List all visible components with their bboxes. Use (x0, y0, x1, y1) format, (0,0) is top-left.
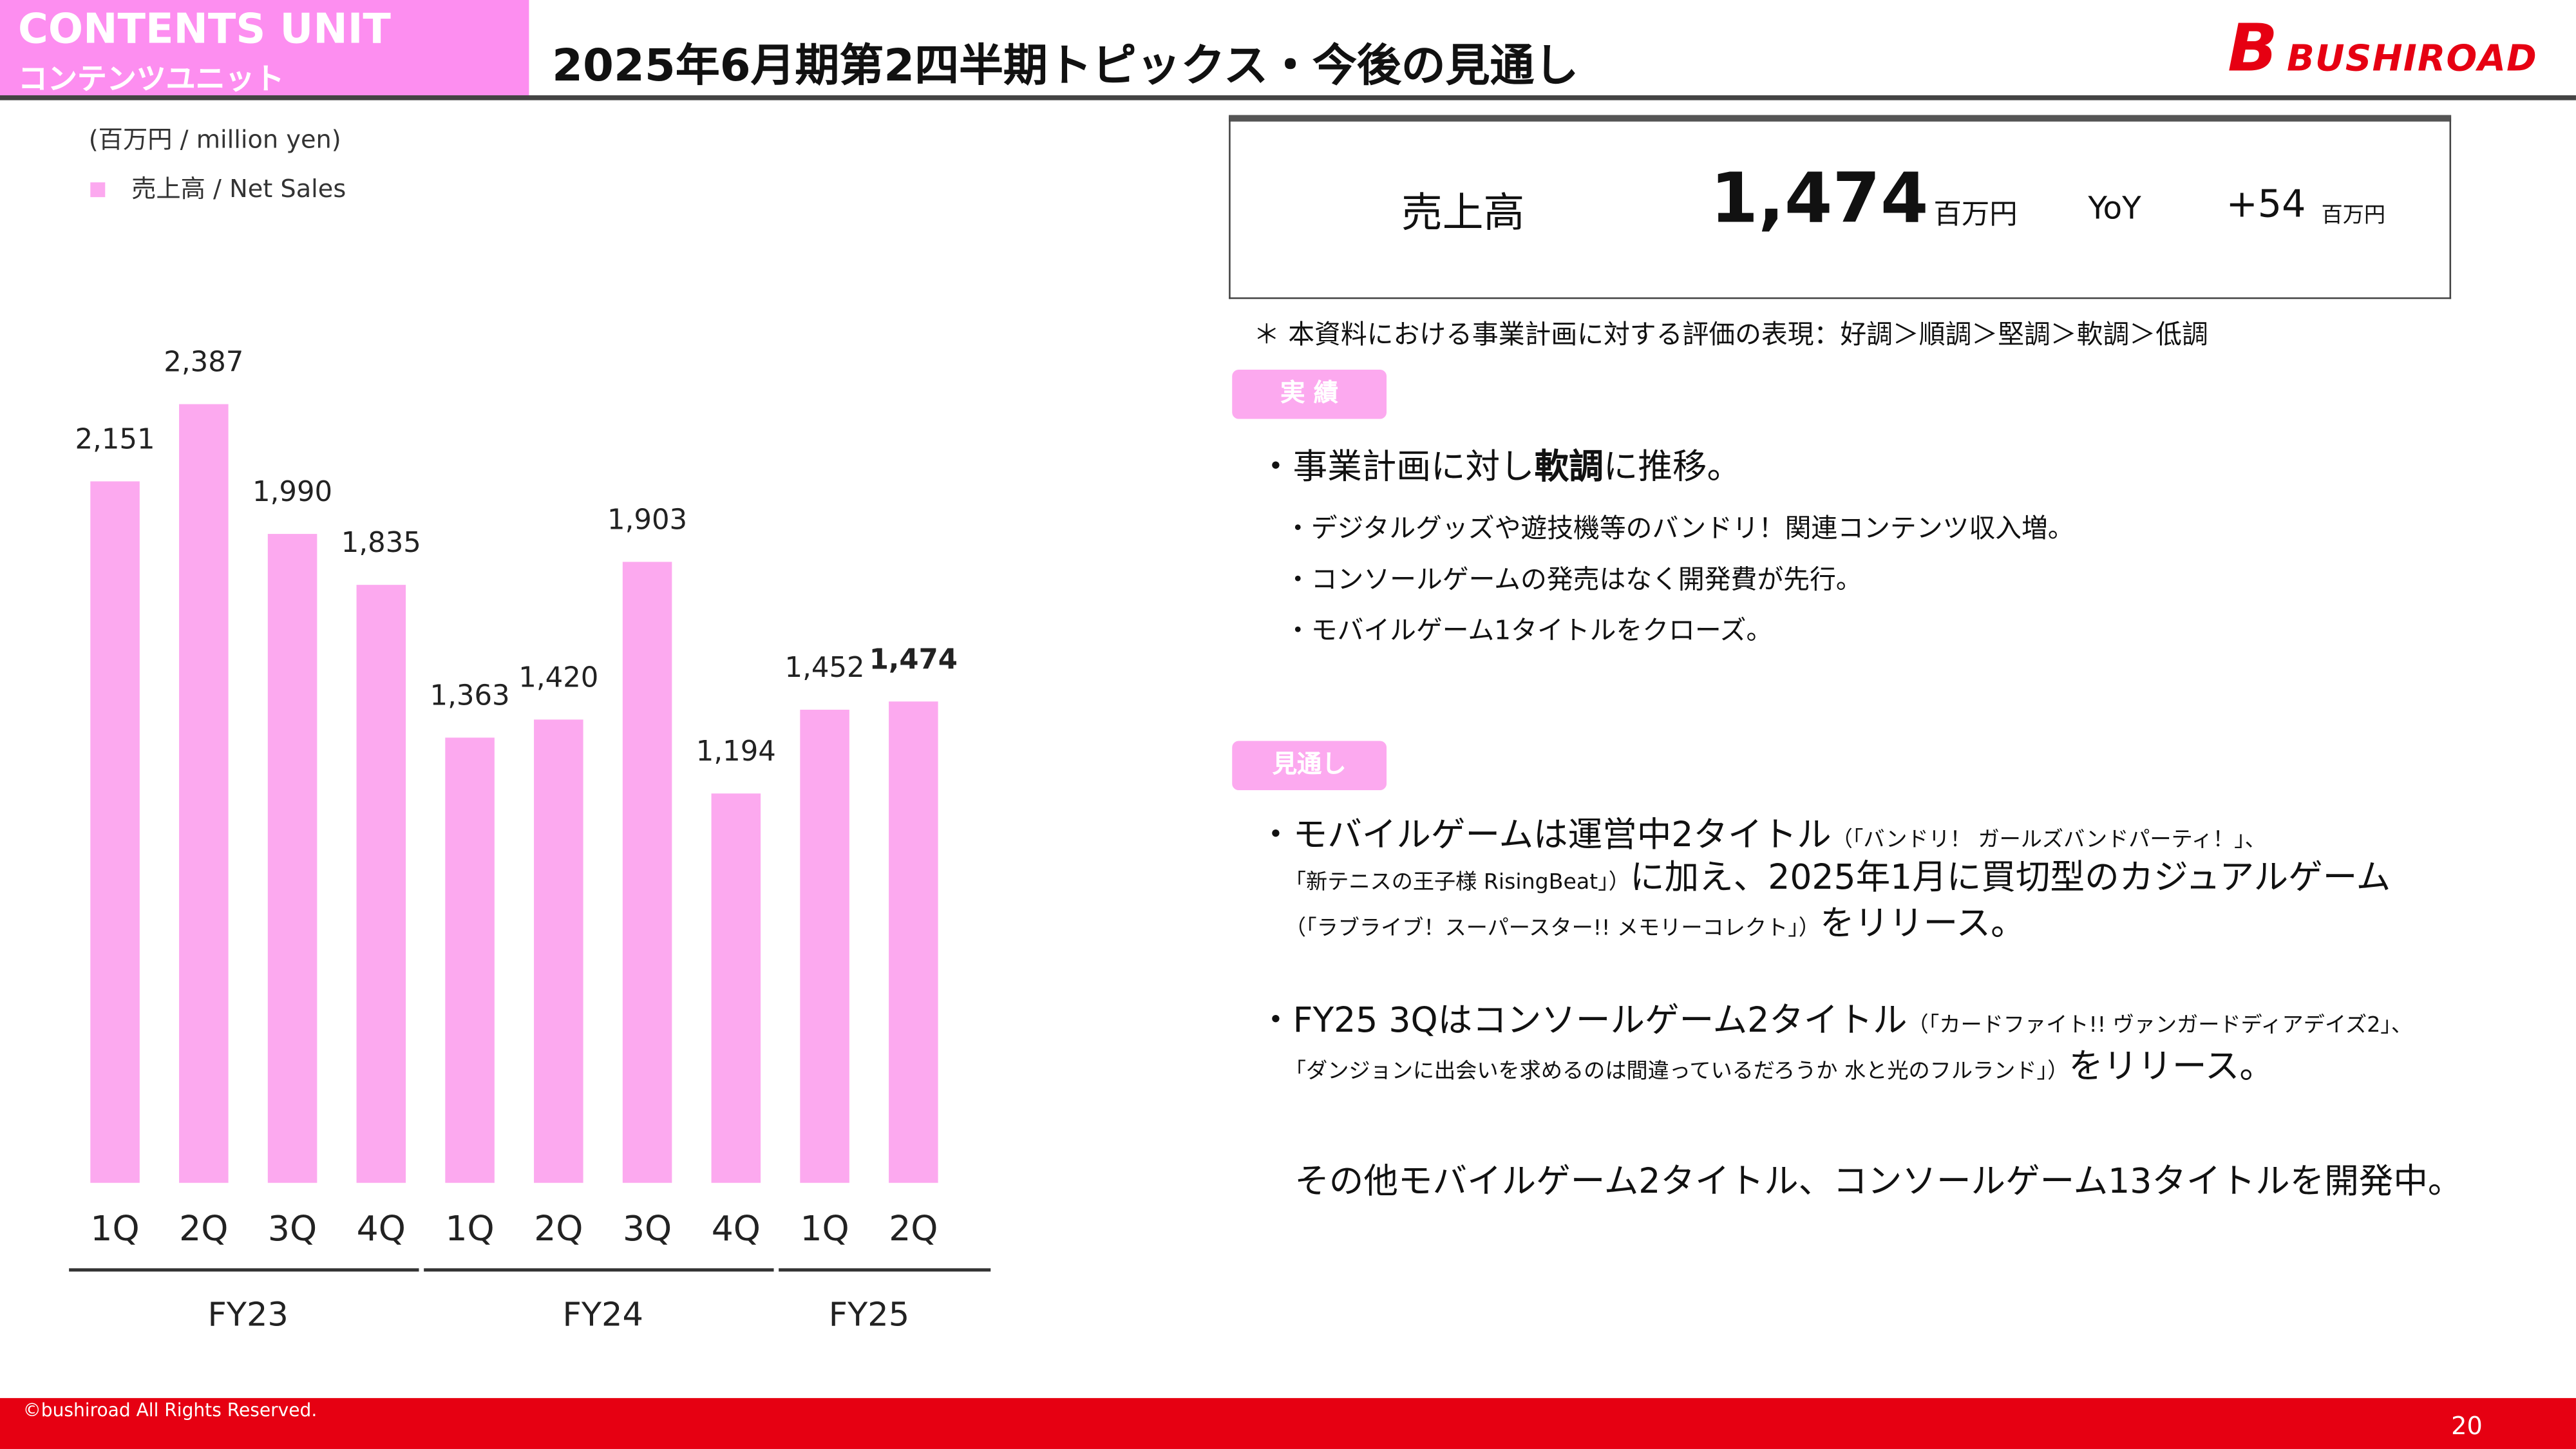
bar-9 (889, 702, 938, 1183)
results-main-emphasis: 軟調 (1534, 446, 1604, 487)
value-label: 1,194 (696, 735, 776, 769)
results-main-text-end: に推移。 (1603, 446, 1742, 487)
category-label: 1Q (90, 1209, 140, 1249)
value-label: 2,151 (75, 423, 155, 457)
value-label: 1,903 (607, 504, 688, 538)
results-tag: 実 績 (1232, 369, 1387, 419)
kpi-value: 1,474 (1710, 157, 1929, 238)
group-label: FY24 (562, 1294, 643, 1334)
category-label: 4Q (356, 1209, 406, 1249)
results-main-text: ・事業計画に対し (1258, 446, 1535, 487)
value-label: 1,420 (518, 662, 599, 696)
chart-unit-label: (百万円 / million yen) (88, 124, 341, 155)
category-label: 2Q (889, 1209, 938, 1249)
outlook-bullet-1: ・モバイルゲームは運営中2タイトル（「バンドリ！ ガールズバンドパーティ！」、 (1258, 808, 2266, 858)
outlook-bullet-3: その他モバイルゲーム2タイトル、コンソールゲーム13タイトルを開発中。 (1294, 1161, 2463, 1201)
net-sales-bar-chart: 2,151 1Q 2,387 2Q 1,990 3Q 1,835 4Q 1,363 1Q 1,420… (0, 247, 1150, 1364)
outlook-text: に加え、2025年1月に買切型のカジュアルゲーム (1629, 857, 2391, 897)
kpi-yoy-unit: 百万円 (2321, 204, 2386, 229)
value-label: 1,452 (784, 651, 865, 685)
header-divider (0, 95, 2576, 100)
bar-4 (445, 738, 495, 1183)
bar-6 (622, 562, 672, 1183)
outlook-bullet-1-cont: （「ラブライブ！スーパースター!! メモリーコレクト」）をリリース。 (1285, 897, 2025, 947)
kpi-yoy-value: +54 (2226, 184, 2306, 227)
category-label: 3Q (622, 1209, 672, 1249)
unit-banner: CONTENTS UNIT コンテンツユニット (0, 0, 529, 97)
kpi-label: 売上高 (1401, 189, 1525, 237)
bar-2 (267, 533, 317, 1183)
value-label: 1,990 (252, 476, 333, 509)
category-label: 2Q (179, 1209, 229, 1249)
category-label: 1Q (800, 1209, 849, 1249)
outlook-title-note: （「ラブライブ！スーパースター!! メモリーコレクト」） (1284, 916, 1820, 942)
chart-legend: 売上高 / Net Sales (90, 171, 346, 205)
outlook-title-note: （「カードファイト!! ヴァンガードディアデイズ2」、 (1907, 1013, 2413, 1039)
kpi-yoy-label: YoY (2088, 190, 2141, 227)
results-item: ・モバイルゲーム1タイトルをクローズ。 (1284, 614, 1773, 646)
outlook-text: ・FY25 3Qはコンソールゲーム2タイトル (1258, 1000, 1908, 1040)
group-divider (424, 1268, 774, 1271)
outlook-bullet-2-cont: 「ダンジョンに出会いを求めるのは間違っているだろうか 水と光のフルランド」）をリ… (1285, 1040, 2274, 1090)
outlook-text: をリリース。 (1819, 904, 2025, 943)
outlook-tag: 見通し (1232, 741, 1387, 791)
logo-text: BUSHIROAD (2286, 39, 2538, 80)
bar-0 (90, 481, 140, 1183)
page-title: 2025年6月期第2四半期トピックス・今後の見通し (552, 41, 1579, 92)
results-main: ・事業計画に対し軟調に推移。 (1258, 440, 1741, 490)
outlook-text: ・モバイルゲームは運営中2タイトル (1258, 815, 1832, 855)
bar-3 (356, 584, 406, 1183)
group-divider (69, 1268, 419, 1271)
unit-name-en: CONTENTS UNIT (18, 5, 391, 53)
legend-label: 売上高 / Net Sales (131, 174, 346, 204)
logo-b-mark: B (2228, 11, 2278, 88)
unit-name-ja: コンテンツユニット (18, 62, 285, 97)
outlook-title-note: 「ダンジョンに出会いを求めるのは間違っているだろうか 水と光のフルランド」） (1284, 1059, 2069, 1084)
footer-bar: ©bushiroad All Rights Reserved. 20 (0, 1397, 2576, 1449)
evaluation-note: ＊ 本資料における事業計画に対する評価の表現：好調＞順調＞堅調＞軟調＞低調 (1253, 318, 2208, 350)
copyright: ©bushiroad All Rights Reserved. (23, 1399, 317, 1421)
legend-swatch (90, 182, 106, 198)
group-label: FY25 (828, 1294, 910, 1334)
group-divider (779, 1268, 991, 1271)
kpi-unit: 百万円 (1933, 198, 2018, 232)
value-label: 1,474 (869, 644, 958, 677)
category-label: 3Q (267, 1209, 317, 1249)
outlook-bullet-2: ・FY25 3Qはコンソールゲーム2タイトル（「カードファイト!! ヴァンガード… (1258, 994, 2412, 1043)
category-label: 1Q (445, 1209, 495, 1249)
outlook-text: をリリース。 (2069, 1046, 2274, 1086)
outlook-title-note: 「新テニスの王子様 RisingBeat」） (1284, 871, 1630, 896)
bushiroad-logo: B BUSHIROAD (2228, 17, 2540, 86)
group-label: FY23 (207, 1294, 289, 1334)
bar-1 (179, 404, 229, 1183)
category-label: 2Q (534, 1209, 583, 1249)
bar-5 (534, 719, 583, 1183)
value-label: 2,387 (164, 346, 244, 380)
bar-8 (800, 709, 849, 1183)
kpi-summary-box: 売上高 1,474 百万円 YoY +54 百万円 (1229, 115, 2452, 299)
bar-7 (711, 793, 761, 1183)
page-number: 20 (2451, 1411, 2483, 1441)
value-label: 1,835 (341, 526, 421, 560)
value-label: 1,363 (430, 680, 510, 714)
results-item: ・コンソールゲームの発売はなく開発費が先行。 (1284, 563, 1862, 595)
category-label: 4Q (711, 1209, 761, 1249)
outlook-bullet-1-cont: 「新テニスの王子様 RisingBeat」）に加え、2025年1月に買切型のカジ… (1285, 851, 2391, 900)
outlook-title-note: （「バンドリ！ ガールズバンドパーティ！」、 (1831, 828, 2266, 853)
results-item: ・デジタルグッズや遊技機等のバンドリ！関連コンテンツ収入増。 (1284, 512, 2074, 544)
